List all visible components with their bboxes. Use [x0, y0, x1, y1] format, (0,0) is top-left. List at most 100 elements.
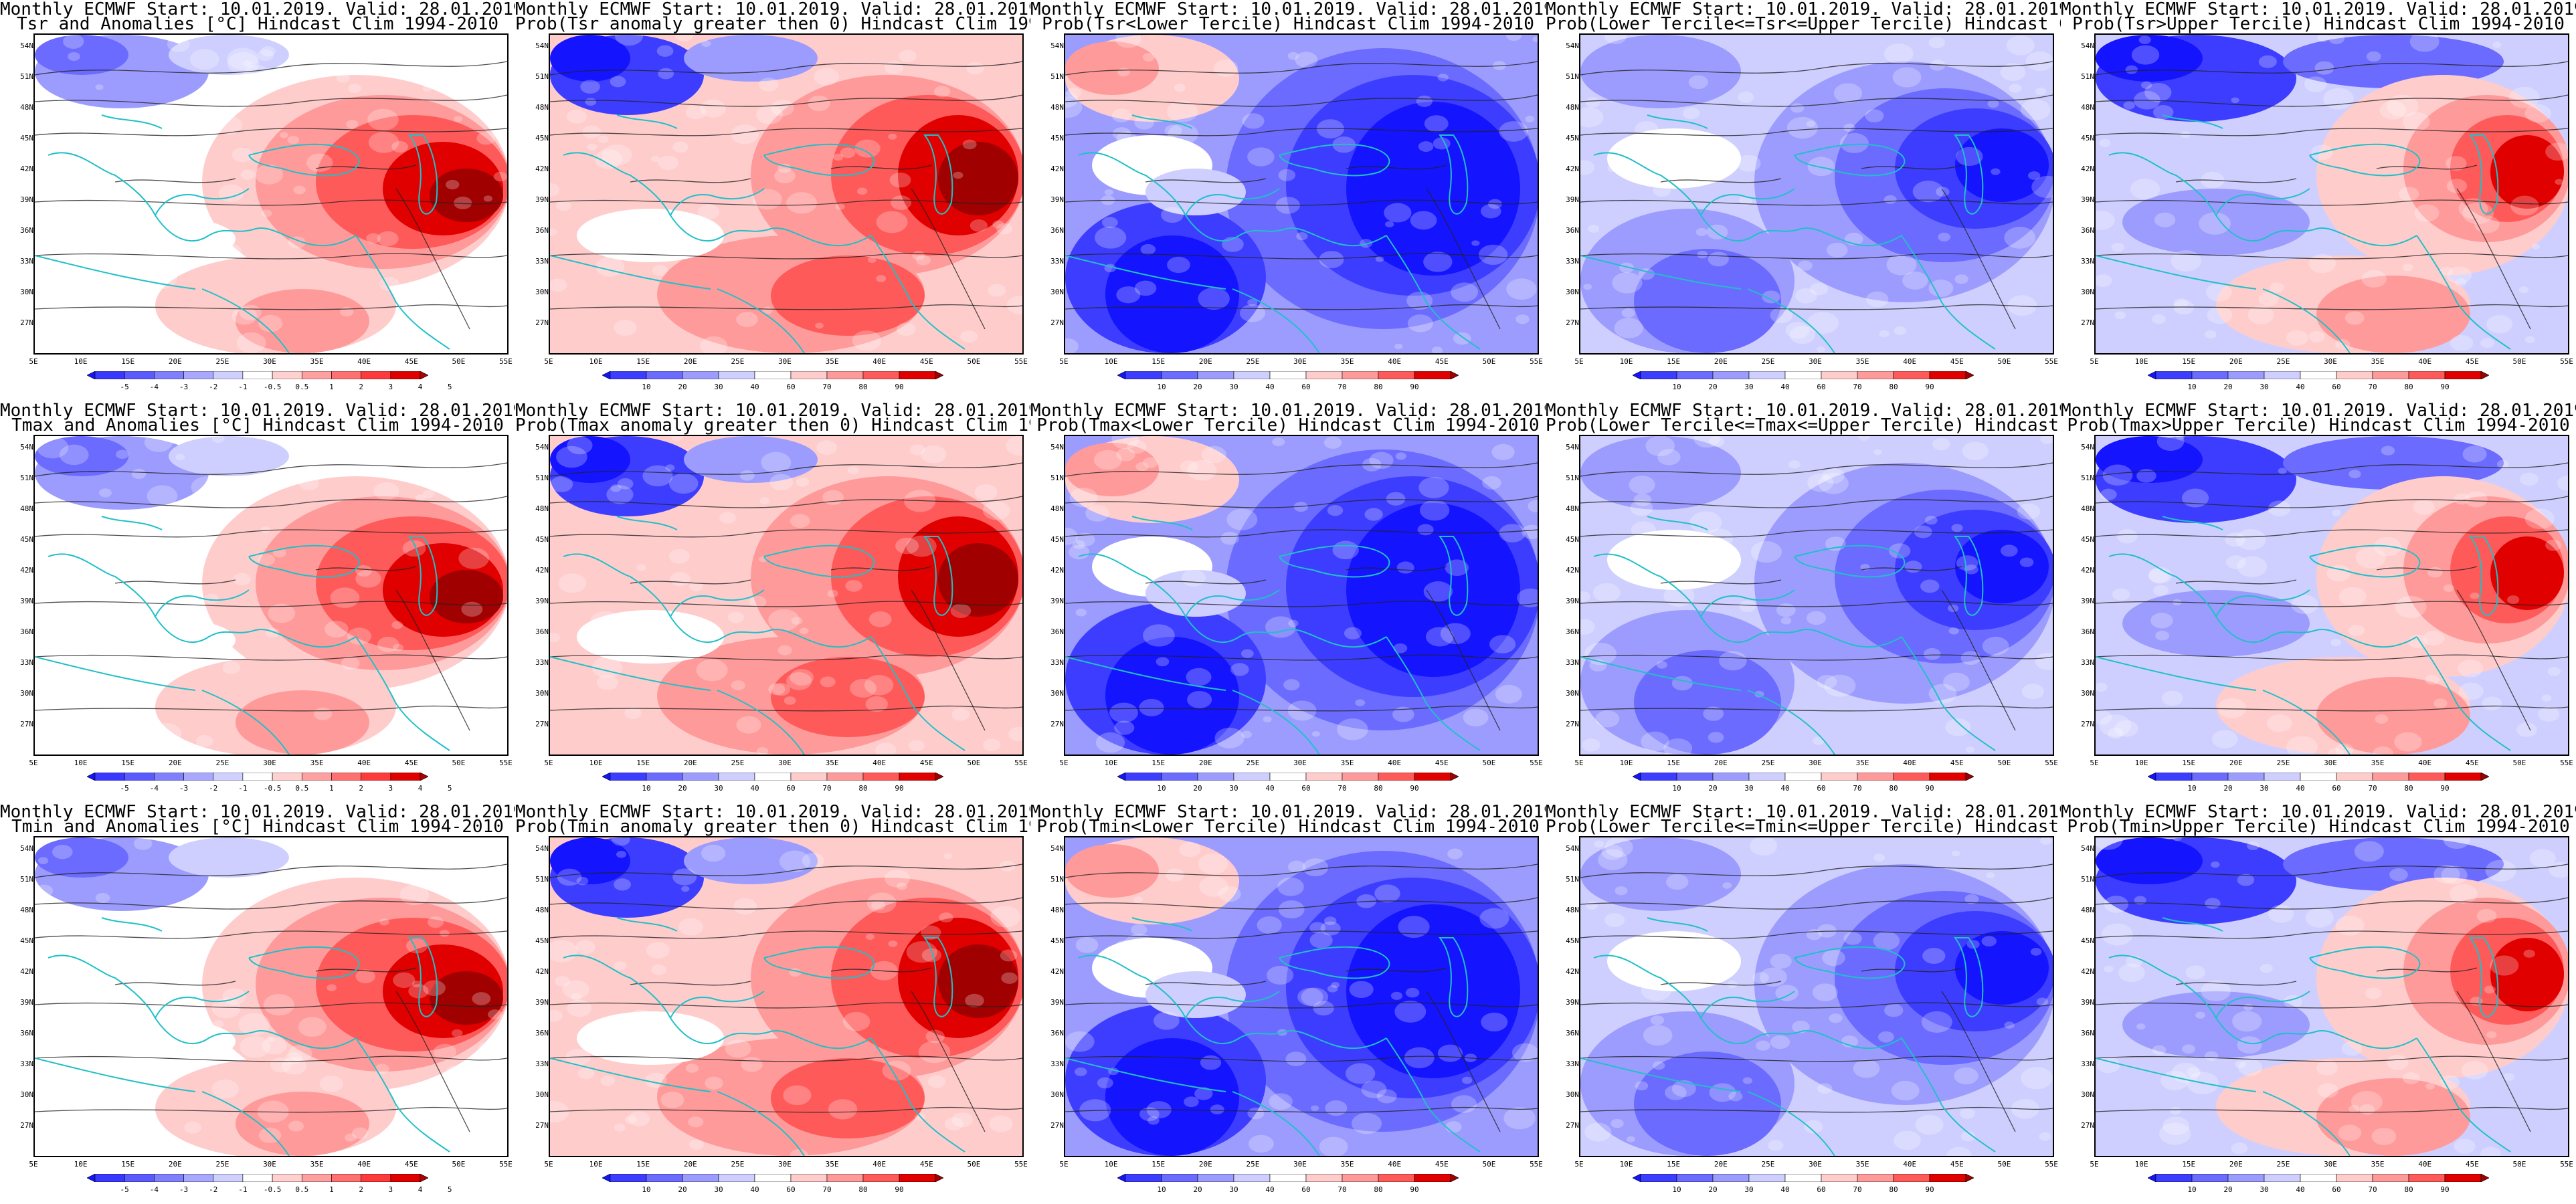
longitude-label: 5E — [29, 759, 38, 767]
colorbar-label: 5 — [447, 784, 452, 793]
latitude-label: 36N — [1050, 226, 1064, 235]
colorbar-label: 30 — [1744, 383, 1754, 391]
longitude-label: 20E — [1198, 759, 1212, 767]
longitude-label: 5E — [2090, 357, 2099, 366]
colorbar-label: 10 — [1672, 383, 1681, 391]
panel-title-line1: Monthly ECMWF Start: 10.01.2019. Valid: … — [2061, 0, 2576, 19]
colorbar-label: 1 — [329, 383, 334, 391]
longitude-label: 15E — [2182, 357, 2196, 366]
latitude-label: 33N — [1050, 1060, 1064, 1068]
colorbar-label: 60 — [1817, 383, 1826, 391]
colorbar — [87, 371, 428, 379]
map-field — [1580, 35, 2053, 353]
colorbar — [602, 773, 943, 781]
latitude-label: 54N — [2081, 41, 2094, 50]
colorbar-label: 70 — [1338, 1185, 1347, 1194]
latitude-label: 30N — [1050, 689, 1064, 698]
longitude-label: 30E — [263, 357, 276, 366]
longitude-label: 45E — [919, 357, 933, 366]
longitude-label: 55E — [1530, 357, 1543, 366]
longitude-label: 35E — [1855, 357, 1869, 366]
colorbar-label: 40 — [750, 1185, 759, 1194]
latitude-label: 42N — [2081, 165, 2094, 173]
longitude-label: 55E — [2045, 1160, 2058, 1169]
latitude-label: 45N — [20, 535, 33, 544]
longitude-label: 20E — [168, 1160, 182, 1169]
colorbar-label: 20 — [1708, 1185, 1718, 1194]
panel-title-line1: Monthly ECMWF Start: 10.01.2019. Valid: … — [1546, 803, 2061, 821]
latitude-label: 36N — [1050, 627, 1064, 636]
colorbar-label: 1 — [329, 1185, 334, 1194]
colorbar-label: 40 — [2296, 383, 2305, 391]
longitude-label: 35E — [1340, 759, 1354, 767]
map-field — [550, 436, 1022, 755]
longitude-label: 10E — [589, 1160, 603, 1169]
longitude-label: 25E — [1761, 357, 1775, 366]
colorbar-label: 40 — [1265, 1185, 1275, 1194]
map-panel: Monthly ECMWF Start: 10.01.2019. Valid: … — [1546, 0, 2061, 401]
longitude-label: 5E — [544, 759, 553, 767]
latitude-label: 30N — [535, 689, 549, 698]
latitude-label: 48N — [2081, 103, 2094, 112]
map-field — [550, 837, 1022, 1156]
map-area — [2094, 836, 2569, 1157]
longitude-label: 45E — [404, 1160, 418, 1169]
latitude-label: 39N — [1566, 998, 1579, 1007]
latitude-label: 39N — [20, 998, 33, 1007]
colorbar-label: 80 — [1889, 1185, 1898, 1194]
colorbar-label: 80 — [858, 784, 868, 793]
latitude-label: 39N — [2081, 195, 2094, 204]
colorbar-label: 90 — [2440, 1185, 2450, 1194]
colorbar-label: 40 — [750, 383, 759, 391]
latitude-label: 48N — [20, 906, 33, 914]
map-panel: Monthly ECMWF Start: 10.01.2019. Valid: … — [1546, 401, 2061, 803]
panel-title-line2: Prob(Tmax>Upper Tercile) Hindcast Clim 1… — [2067, 416, 2570, 435]
panel-title-line1: Monthly ECMWF Start: 10.01.2019. Valid: … — [515, 803, 1030, 821]
panel-title-line2: Prob(Tmin<Lower Tercile) Hindcast Clim 1… — [1036, 817, 1540, 836]
colorbar-label: 10 — [1157, 784, 1166, 793]
colorbar-label: 90 — [1925, 1185, 1934, 1194]
longitude-label: 30E — [1293, 357, 1307, 366]
map-field — [1065, 35, 1538, 353]
latitude-label: 30N — [1566, 288, 1579, 296]
map-field — [2096, 35, 2568, 353]
colorbar-label: 20 — [1708, 383, 1718, 391]
colorbar-label: 60 — [786, 383, 796, 391]
colorbar-label: 70 — [1853, 784, 1862, 793]
longitude-label: 45E — [1435, 759, 1449, 767]
longitude-label: 45E — [404, 357, 418, 366]
colorbar-label: 60 — [1817, 784, 1826, 793]
longitude-label: 55E — [2560, 357, 2573, 366]
latitude-label: 39N — [1566, 195, 1579, 204]
colorbar-label: 10 — [1672, 1185, 1681, 1194]
longitude-label: 30E — [2324, 357, 2337, 366]
latitude-label: 54N — [1566, 443, 1579, 452]
longitude-label: 50E — [452, 759, 466, 767]
latitude-label: 27N — [1050, 1121, 1064, 1130]
colorbar-label: 5 — [447, 1185, 452, 1194]
longitude-label: 35E — [1340, 1160, 1354, 1169]
colorbar-label: 80 — [1374, 784, 1383, 793]
longitude-label: 10E — [1104, 1160, 1118, 1169]
longitude-label: 30E — [778, 1160, 792, 1169]
panel-title-line2: Prob(Tsr<Lower Tercile) Hindcast Clim 19… — [1042, 15, 1534, 33]
latitude-label: 42N — [1566, 967, 1579, 976]
longitude-label: 40E — [872, 1160, 887, 1169]
latitude-label: 42N — [535, 566, 549, 575]
colorbar-label: 60 — [1301, 1185, 1311, 1194]
latitude-label: 48N — [1566, 504, 1579, 513]
longitude-label: 30E — [1809, 357, 1822, 366]
longitude-label: 15E — [121, 357, 135, 366]
colorbar-label: 10 — [642, 1185, 651, 1194]
latitude-label: 51N — [1566, 875, 1579, 884]
latitude-label: 27N — [20, 720, 33, 728]
longitude-label: 50E — [967, 759, 981, 767]
longitude-label: 40E — [1903, 357, 1917, 366]
longitude-label: 25E — [731, 357, 745, 366]
colorbar-label: 30 — [1229, 383, 1238, 391]
longitude-label: 40E — [357, 1160, 371, 1169]
longitude-label: 55E — [1530, 1160, 1543, 1169]
latitude-label: 30N — [1050, 288, 1064, 296]
colorbar-label: 40 — [2296, 1185, 2305, 1194]
longitude-label: 5E — [1059, 357, 1069, 366]
